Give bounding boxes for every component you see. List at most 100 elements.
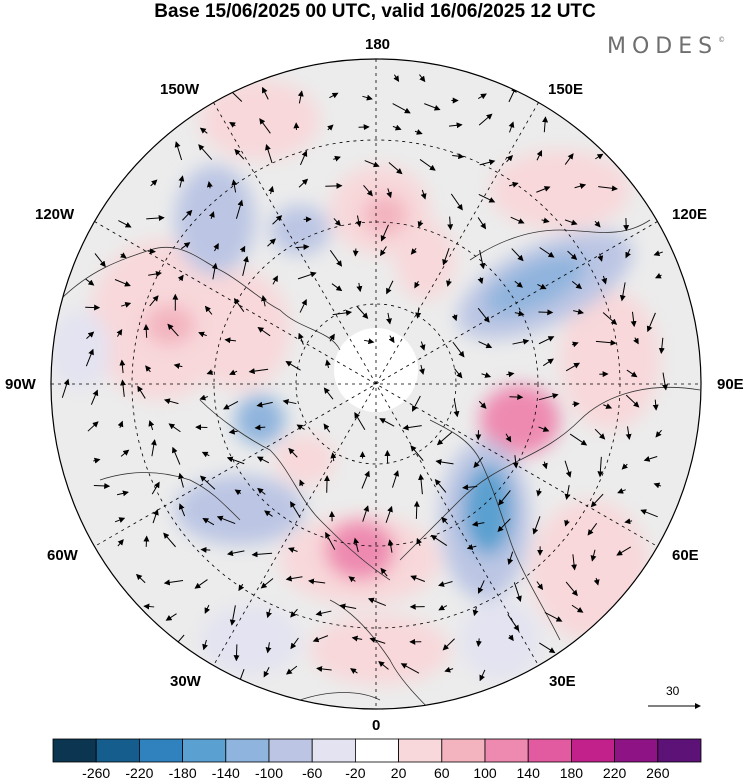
- wind-vector: [260, 578, 274, 589]
- wind-vector: [590, 549, 597, 562]
- wind-vector: [619, 282, 626, 302]
- wind-vector: [290, 608, 298, 618]
- wind-vector: [452, 341, 465, 358]
- wind-vector: [509, 394, 524, 401]
- wind-vector: [198, 144, 213, 160]
- wind-vector: [438, 581, 453, 587]
- neg-anomaly: [175, 165, 255, 275]
- map-boundary: [50, 58, 702, 710]
- wind-vector: [497, 518, 511, 533]
- colorbar-swatch: [571, 738, 616, 763]
- wind-vector: [477, 580, 485, 594]
- wind-vector: [298, 332, 304, 345]
- wind-vector: [653, 250, 663, 257]
- wind-vector: [418, 473, 425, 495]
- lon-label-30w: 30W: [170, 673, 201, 690]
- colorbar-tick-label: 140: [516, 765, 540, 781]
- wind-vector: [378, 660, 389, 670]
- wind-vector: [285, 575, 303, 582]
- wind-vector: [298, 178, 309, 188]
- wind-vector: [235, 199, 244, 219]
- wind-vector: [290, 637, 299, 650]
- wind-vector: [233, 644, 240, 662]
- wind-vector: [265, 143, 273, 164]
- meridian: [213, 102, 539, 666]
- wind-vector: [477, 277, 484, 285]
- wind-vector: [182, 209, 193, 221]
- wind-vector: [420, 189, 427, 200]
- wind-vector: [325, 531, 336, 550]
- wind-vector: [242, 255, 249, 276]
- colorbar-tick-label: -220: [125, 765, 154, 781]
- wind-vectors: [61, 74, 668, 686]
- wind-vector: [272, 215, 283, 225]
- wind-vector: [329, 92, 339, 99]
- pos-anomaly-mid: [145, 305, 195, 345]
- wind-vector: [288, 447, 298, 458]
- wind-vector: [266, 608, 272, 619]
- wind-vector: [323, 423, 331, 433]
- wind-vector: [327, 124, 334, 131]
- wind-vector: [479, 159, 496, 166]
- wind-vector: [86, 331, 95, 339]
- wind-vector: [201, 451, 210, 458]
- wind-vector: [174, 141, 183, 161]
- wind-vector: [202, 639, 208, 651]
- wind-vector: [564, 219, 578, 226]
- wind-vector: [239, 245, 246, 253]
- wind-vector: [332, 309, 353, 316]
- wind-vector: [167, 323, 179, 337]
- wind-vector: [392, 124, 402, 131]
- wind-vector: [177, 274, 184, 282]
- wind-vector: [643, 456, 658, 462]
- wind-vector: [213, 243, 219, 252]
- wind-vector: [594, 428, 606, 440]
- wind-vector: [410, 247, 417, 255]
- colorbar-swatch: [95, 738, 140, 763]
- wind-vector: [640, 509, 658, 518]
- wind-vector: [594, 220, 601, 228]
- wind-vector: [85, 278, 95, 286]
- wind-vector: [163, 532, 176, 548]
- wind-vector: [315, 610, 332, 617]
- wind-vector: [234, 489, 242, 496]
- wind-vector: [173, 363, 183, 369]
- weak-neg-anomaly: [51, 310, 110, 390]
- wind-vector: [505, 433, 512, 443]
- wind-vector: [424, 103, 441, 111]
- wind-vector: [226, 550, 245, 557]
- wind-vector: [120, 301, 132, 308]
- wind-vector: [151, 481, 160, 495]
- wind-vector: [630, 311, 637, 328]
- wind-vector: [308, 578, 326, 585]
- wind-vector: [616, 546, 632, 556]
- meridian: [94, 221, 658, 547]
- wind-vector: [114, 279, 131, 287]
- wind-vector: [564, 519, 570, 527]
- wind-vector: [442, 638, 455, 651]
- wind-vector: [498, 490, 511, 506]
- wind-vector: [261, 294, 267, 307]
- wind-vector: [143, 603, 155, 610]
- colorbar-tick-label: 20: [390, 765, 407, 781]
- wind-vector: [462, 484, 478, 491]
- wind-vector: [598, 185, 618, 192]
- wind-vector: [285, 361, 301, 371]
- lon-label-90e: 90E: [717, 376, 744, 393]
- wind-vector: [595, 153, 604, 160]
- wind-vector: [256, 456, 270, 464]
- wind-vector: [149, 295, 159, 307]
- wind-vector: [350, 668, 358, 674]
- wind-vector: [507, 551, 514, 565]
- wind-vector: [223, 400, 239, 410]
- wind-vector: [229, 369, 238, 376]
- wind-vector: [114, 517, 126, 523]
- wind-vector: [438, 604, 448, 611]
- wind-vector: [117, 539, 124, 547]
- wind-vector: [329, 333, 335, 342]
- lon-label-150w: 150W: [160, 81, 200, 98]
- wind-vector: [333, 218, 341, 227]
- wind-vector: [542, 116, 549, 133]
- pos-anomaly: [490, 150, 630, 230]
